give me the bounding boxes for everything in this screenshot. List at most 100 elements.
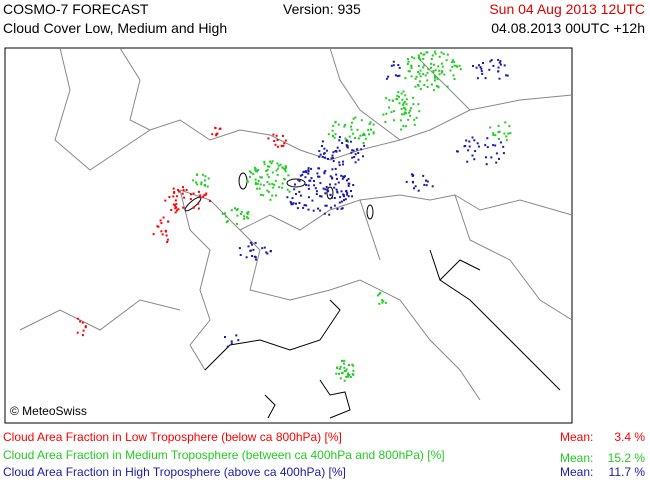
cloud-dot [332,124,335,127]
cloud-dot [299,174,302,177]
cloud-dot [396,75,399,78]
cloud-dot [336,177,338,180]
cloud-dot [337,123,340,126]
cloud-dot [298,202,301,204]
cloud-dot [324,192,327,195]
cloud-dot [490,156,493,159]
cloud-dot [357,158,360,161]
cloud-dot [343,195,345,198]
cloud-dot [305,183,308,186]
mean-value: 11.7 % [609,465,646,479]
cloud-dot [308,179,311,182]
cloud-dot [234,207,236,210]
cloud-dot [392,119,395,122]
cloud-dot [482,62,484,64]
cloud-dot [269,250,272,252]
cloud-dot [327,133,330,136]
cloud-dot [284,165,287,168]
cloud-dot [321,140,324,143]
cloud-dot [334,183,337,186]
cloud-dot [275,169,278,172]
cloud-dot [174,204,176,207]
cloud-dot [347,375,350,378]
cloud-dot [257,180,260,182]
cloud-dot [254,167,257,170]
cloud-dot [498,61,501,64]
cloud-dot [352,184,355,186]
cloud-dot [498,77,501,80]
cloud-dot [453,60,456,63]
cloud-dot [403,101,406,103]
cloud-dot [266,181,269,184]
cloud-dot [160,222,163,225]
cloud-dot [341,371,344,374]
credit: © MeteoSwiss [10,404,87,418]
valid-time: Sun 04 Aug 2013 12UTC [489,1,645,17]
cloud-dot [356,148,359,151]
cloud-dot [334,167,337,170]
cloud-dot [497,70,500,73]
cloud-dot [339,365,342,368]
cloud-dot [423,183,426,186]
cloud-dot [404,111,406,114]
cloud-dot [329,193,332,196]
cloud-dot [471,154,474,157]
cloud-dot [484,144,487,147]
cloud-dot [410,65,413,68]
cloud-dot [402,103,405,106]
cloud-dot [489,60,492,63]
cloud-dot [285,166,287,169]
cloud-dot [182,189,185,192]
cloud-dot [422,73,425,76]
cloud-dot [497,66,500,69]
title: COSMO-7 FORECAST [3,1,149,17]
cloud-dot [486,137,489,140]
cloud-dot [418,80,421,83]
cloud-dot [320,145,323,147]
cloud-dot [281,135,284,137]
cloud-dot [363,134,366,136]
cloud-dot [254,256,257,259]
cloud-dot [414,85,417,88]
cloud-dot [335,188,338,191]
cloud-dot [343,125,346,128]
cloud-dot [430,58,433,60]
cloud-dot [424,74,427,77]
cloud-dot [382,300,385,303]
cloud-dot [340,207,343,210]
cloud-dot [334,150,337,152]
cloud-dot [413,187,415,190]
cloud-dot [324,204,327,207]
cloud-dot [301,173,304,176]
cloud-dot [401,98,404,101]
cloud-dot [455,65,458,68]
cloud-dot [275,194,277,197]
cloud-dot [256,182,259,185]
cloud-dot [338,161,341,164]
cloud-dot [431,185,434,188]
cloud-dot [494,144,497,147]
cloud-dot [417,56,420,59]
cloud-dot [413,123,416,126]
cloud-dot [331,168,334,171]
cloud-dot [350,128,353,131]
cloud-dot [368,123,371,125]
cloud-dot [230,209,233,212]
cloud-dot [271,160,274,163]
cloud-dot [307,172,310,175]
cloud-dot [333,186,336,189]
cloud-dot [418,72,421,75]
cloud-dot [432,70,435,72]
cloud-dot [314,187,317,190]
mean-label: Mean: [560,451,593,465]
cloud-dot [200,183,203,186]
cloud-dot [248,170,251,173]
cloud-dot [196,183,199,186]
cloud-dot [485,156,487,159]
cloud-dot [177,189,179,191]
cloud-dot [485,163,488,166]
cloud-dot [438,73,441,76]
cloud-dot [258,187,261,190]
cloud-dot [507,132,510,135]
